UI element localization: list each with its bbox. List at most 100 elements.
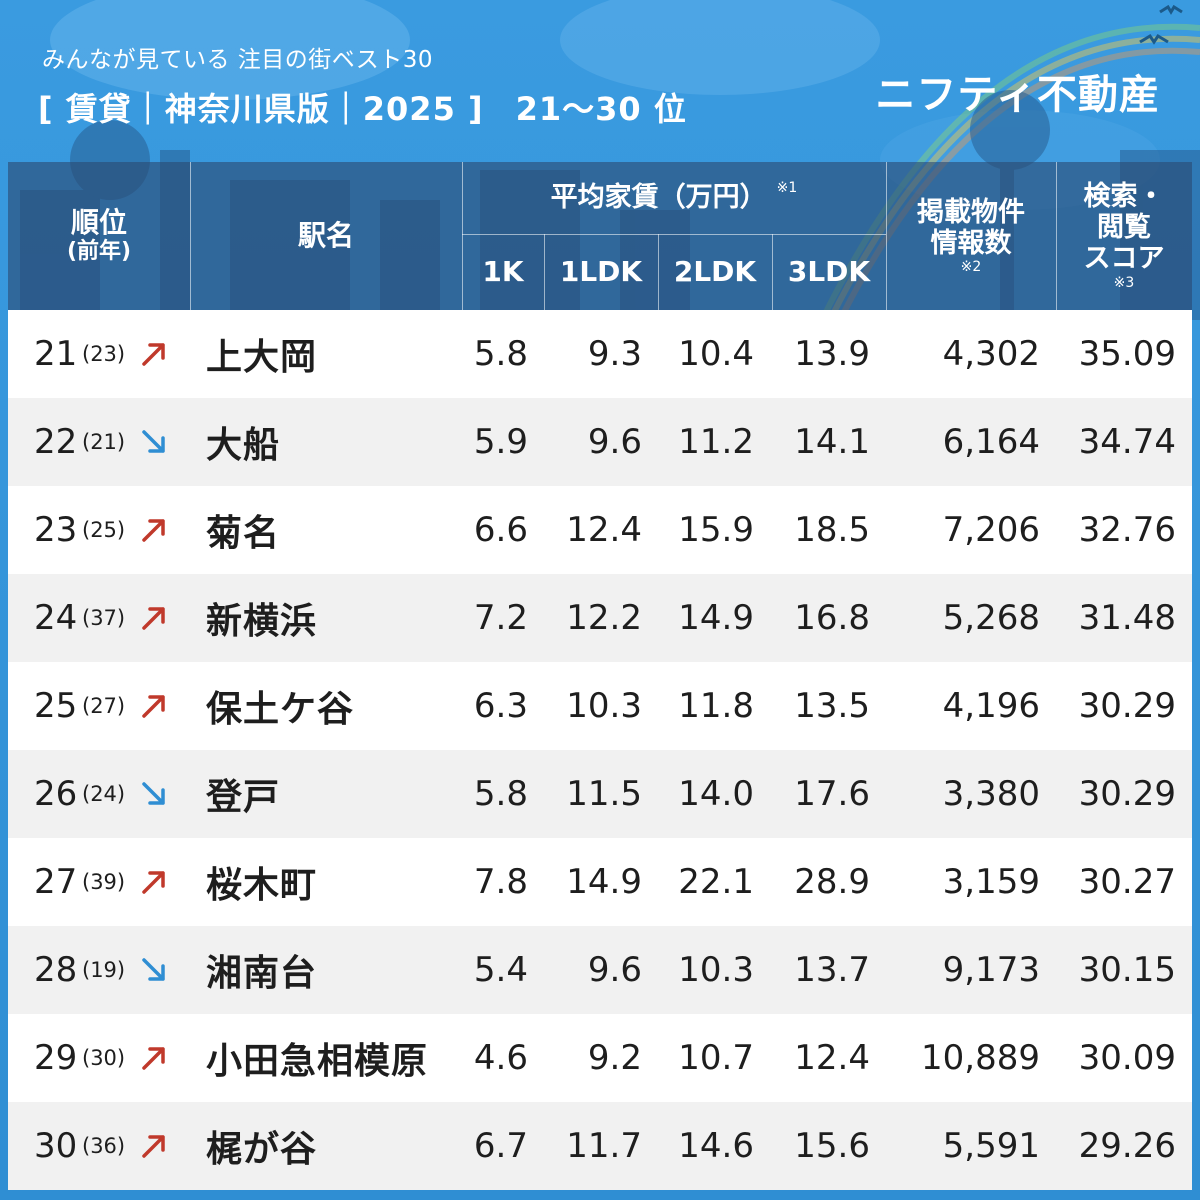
rank-range: 21～30 位 [515,90,687,128]
rank-cell: 21 [34,334,78,374]
divider [772,234,773,310]
rent-1k-cell: 5.9 [473,422,528,462]
table-row: 22 (21) 大船 5.9 9.6 11.2 14.1 6,164 34.74 [8,398,1192,486]
arrow-up-right-icon [134,662,174,750]
listings-cell: 4,196 [942,686,1040,726]
arrow-down-right-icon [134,398,174,486]
rent-2ldk-cell: 11.8 [678,686,754,726]
divider [462,162,463,310]
table-row: 26 (24) 登戸 5.8 11.5 14.0 17.6 3,380 30.29 [8,750,1192,838]
listings-cell: 10,889 [921,1038,1040,1078]
rent-2ldk-cell: 14.0 [678,774,754,814]
rent-1ldk-cell: 11.5 [566,774,642,814]
station-name-cell: 湘南台 [206,953,318,994]
rent-1ldk-cell: 9.3 [587,334,642,374]
rank-cell: 28 [34,950,78,990]
header-station: 駅名 [297,218,354,252]
header-listings-line2: 情報数 [930,227,1012,259]
prev-rank-cell: (39) [82,870,126,894]
header-rank-label: 順位 [70,206,127,240]
rent-2ldk-cell: 14.9 [678,598,754,638]
score-cell: 35.09 [1078,334,1176,374]
table-row: 30 (36) 梶が谷 6.7 11.7 14.6 15.6 5,591 29.26 [8,1102,1192,1190]
header-score-line2: 閲覧 [1097,212,1151,244]
rank-cell: 25 [34,686,78,726]
divider [462,234,886,235]
rent-1ldk-cell: 9.6 [587,422,642,462]
score-cell: 30.29 [1078,774,1176,814]
ranking-table: 順位 (前年) 駅名 平均家賃（万円） ※1 1K 1LDK 2LDK 3LDK… [8,162,1192,1192]
arrow-up-right-icon [134,1014,174,1102]
listings-cell: 3,380 [942,774,1040,814]
rent-2ldk-cell: 10.3 [678,950,754,990]
station-name-cell: 保土ケ谷 [206,689,355,730]
prev-rank-cell: (25) [82,518,126,542]
header-3ldk: 3LDK [787,254,871,288]
arrow-up-right-icon [134,574,174,662]
table-header: 順位 (前年) 駅名 平均家賃（万円） ※1 1K 1LDK 2LDK 3LDK… [8,162,1192,310]
header-rank: 順位 (前年) [8,162,190,310]
prev-rank-cell: (24) [82,782,126,806]
header-listings: 掲載物件 情報数 ※2 [886,162,1056,310]
table-row: 24 (37) 新横浜 7.2 12.2 14.9 16.8 5,268 31.48 [8,574,1192,662]
rent-2ldk-cell: 11.2 [678,422,754,462]
divider [658,234,659,310]
rank-cell: 30 [34,1126,78,1166]
table-row: 28 (19) 湘南台 5.4 9.6 10.3 13.7 9,173 30.15 [8,926,1192,1014]
header-score-line3: スコア [1083,243,1165,275]
divider [1056,162,1057,310]
score-cell: 30.29 [1078,686,1176,726]
station-name-cell: 登戸 [206,777,281,818]
rank-cell: 24 [34,598,78,638]
rent-1ldk-cell: 12.4 [566,510,642,550]
rent-1ldk-cell: 14.9 [566,862,642,902]
prev-rank-cell: (30) [82,1046,126,1070]
arrow-up-right-icon [134,310,174,398]
listings-cell: 7,206 [942,510,1040,550]
table-row: 21 (23) 上大岡 5.8 9.3 10.4 13.9 4,302 35.09 [8,310,1192,398]
rent-1k-cell: 4.6 [473,1038,528,1078]
rent-1ldk-cell: 9.2 [587,1038,642,1078]
rank-cell: 26 [34,774,78,814]
score-cell: 31.48 [1078,598,1176,638]
rent-2ldk-cell: 15.9 [678,510,754,550]
header-2ldk: 2LDK [673,254,757,288]
header-score-note: ※3 [1113,274,1135,291]
listings-cell: 5,268 [942,598,1040,638]
listings-cell: 9,173 [942,950,1040,990]
rent-3ldk-cell: 16.8 [794,598,870,638]
header-listings-note: ※2 [960,259,982,275]
header-rank-sub: (前年) [66,239,132,265]
station-name-cell: 梶が谷 [206,1129,318,1170]
rent-1k-cell: 6.3 [473,686,528,726]
table-row: 23 (25) 菊名 6.6 12.4 15.9 18.5 7,206 32.76 [8,486,1192,574]
prev-rank-cell: (19) [82,958,126,982]
rent-3ldk-cell: 15.6 [794,1126,870,1166]
arrow-up-right-icon [134,1102,174,1190]
rent-1ldk-cell: 12.2 [566,598,642,638]
score-cell: 32.76 [1078,510,1176,550]
score-cell: 30.09 [1078,1038,1176,1078]
brand-logo: ニフティ不動産 [875,72,1160,118]
station-name-cell: 小田急相模原 [206,1041,429,1082]
header-score-line1: 検索・ [1083,181,1165,213]
header-1k: 1K [482,254,524,288]
rank-cell: 23 [34,510,78,550]
rent-1k-cell: 7.8 [473,862,528,902]
header-rent-note: ※1 [776,180,798,196]
rent-2ldk-cell: 10.4 [678,334,754,374]
rent-3ldk-cell: 12.4 [794,1038,870,1078]
header-listings-line1: 掲載物件 [917,196,1025,228]
header-1ldk: 1LDK [559,254,643,288]
page-title: [ 賃貸｜神奈川県版｜2025 ] 21～30 位 [38,84,687,130]
header-rent-group-label: 平均家賃（万円） [550,182,767,214]
station-name-cell: 菊名 [206,513,281,554]
prev-rank-cell: (36) [82,1134,126,1158]
prev-rank-cell: (27) [82,694,126,718]
station-name-cell: 大船 [206,425,281,466]
rent-1k-cell: 6.7 [473,1126,528,1166]
rent-1ldk-cell: 11.7 [566,1126,642,1166]
station-name-cell: 上大岡 [206,337,318,378]
arrow-up-right-icon [134,838,174,926]
rent-3ldk-cell: 28.9 [794,862,870,902]
